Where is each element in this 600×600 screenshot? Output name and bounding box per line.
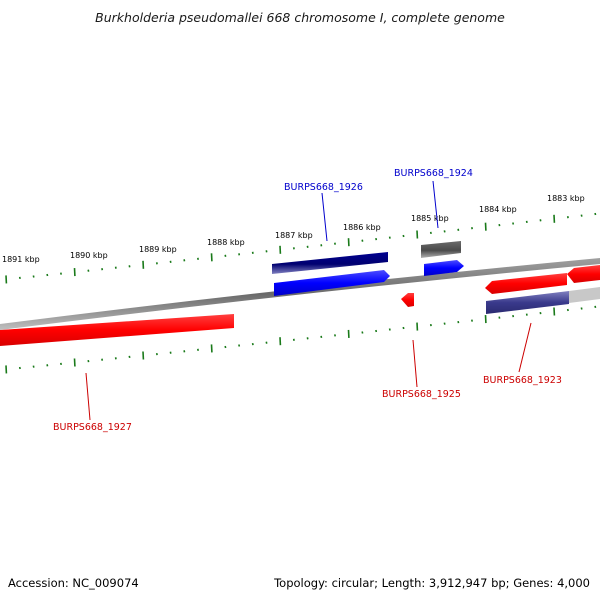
inner-tick-ring	[5, 305, 597, 374]
gene-label-1923[interactable]: BURPS668_1923	[483, 375, 562, 386]
leader-line-1926	[321, 192, 328, 242]
leader-line-1924	[432, 180, 439, 229]
tick-label-1891: 1891 kbp	[2, 255, 40, 264]
outer-tick-ring	[5, 212, 597, 284]
tick-label-1885: 1885 kbp	[411, 214, 449, 223]
gene-feature-1926[interactable]	[272, 252, 388, 274]
tick-label-1889: 1889 kbp	[139, 245, 177, 254]
gene-feature-next[interactable]	[569, 287, 600, 303]
gene-label-1925[interactable]: BURPS668_1925	[382, 389, 461, 400]
gene-label-1926[interactable]: BURPS668_1926	[284, 182, 363, 193]
cds-feature-next[interactable]	[567, 265, 600, 283]
genome-summary-text: Topology: circular; Length: 3,912,947 bp…	[273, 576, 590, 590]
cds-feature-1924[interactable]	[424, 260, 464, 276]
tick-label-1886: 1886 kbp	[343, 223, 381, 232]
cds-feature-1926[interactable]	[274, 270, 390, 296]
cds-feature-1923[interactable]	[485, 273, 567, 294]
cds-feature-1925[interactable]	[401, 293, 414, 307]
tick-label-1888: 1888 kbp	[207, 238, 245, 247]
cds-feature-1927[interactable]	[0, 314, 234, 346]
gene-label-1924[interactable]: BURPS668_1924	[394, 168, 473, 179]
leader-line-1923	[518, 322, 532, 373]
leader-line-1927	[85, 372, 91, 421]
tick-label-1884: 1884 kbp	[479, 205, 517, 214]
gene-label-1927[interactable]: BURPS668_1927	[53, 422, 132, 433]
tick-label-1890: 1890 kbp	[70, 251, 108, 260]
tick-labels: 1891 kbp 1890 kbp 1889 kbp 1888 kbp 1887…	[2, 194, 585, 264]
gene-feature-1923[interactable]	[486, 291, 569, 314]
tick-label-1887: 1887 kbp	[275, 231, 313, 240]
gene-feature-1924[interactable]	[421, 241, 461, 258]
tick-label-1883: 1883 kbp	[547, 194, 585, 203]
map-title: Burkholderia pseudomallei 668 chromosome…	[95, 10, 505, 25]
chromosome-backbone	[0, 258, 600, 330]
accession-text: Accession: NC_009074	[8, 576, 139, 590]
leader-line-1925	[412, 339, 418, 388]
